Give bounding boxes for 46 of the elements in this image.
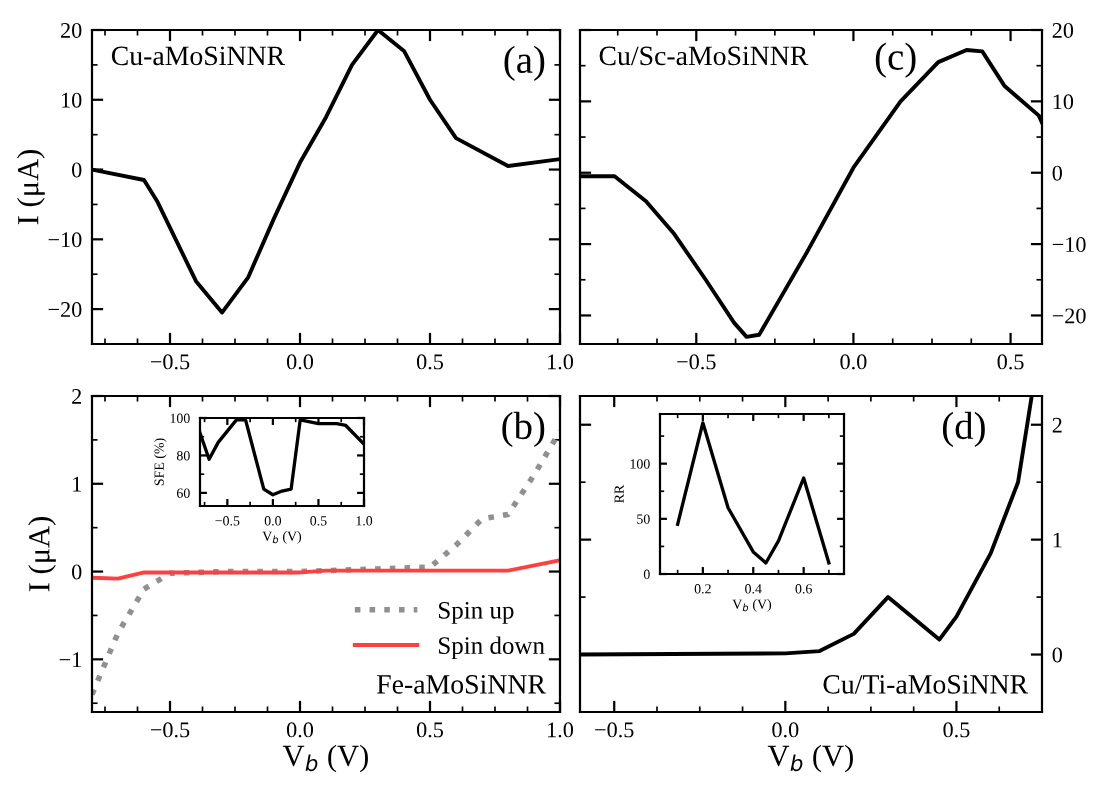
x-tick-label: 0.0 bbox=[840, 354, 867, 370]
x-tick-label: 0.0 bbox=[772, 722, 799, 738]
y-tick-label: 10 bbox=[1053, 94, 1074, 110]
x-tick-label: 0.5 bbox=[997, 354, 1024, 370]
y-tick-label: 0 bbox=[1052, 165, 1062, 181]
y-tick-label: −10 bbox=[1052, 237, 1086, 253]
x-axis-title: V$_{b}$ (V) bbox=[767, 744, 853, 773]
x-tick-label: 0.5 bbox=[416, 722, 444, 738]
y-tick-label: 20 bbox=[61, 22, 82, 38]
y-tick-label: −20 bbox=[48, 302, 82, 318]
x-tick-label: 0.0 bbox=[286, 722, 314, 738]
x-tick-label: 0.0 bbox=[286, 354, 314, 370]
annotation: Cu/Sc-aMoSiNNR bbox=[599, 46, 809, 66]
y-tick-label: −20 bbox=[1052, 308, 1086, 324]
y-tick-label: 1 bbox=[73, 476, 81, 492]
y-tick-label: 20 bbox=[1052, 22, 1074, 38]
x-tick-label: −0.5 bbox=[150, 722, 190, 738]
y-tick-label: 0 bbox=[72, 564, 82, 580]
x-axis-title: V$_{b}$ (V) bbox=[282, 744, 368, 773]
y-tick-label: −10 bbox=[48, 232, 82, 248]
x-tick-label: 0.5 bbox=[943, 722, 970, 738]
x-tick-label: 1.0 bbox=[548, 354, 574, 370]
x-tick-label: 0.5 bbox=[416, 354, 444, 370]
y-axis-title: I (μA) bbox=[17, 150, 45, 225]
annotation: (a) bbox=[504, 45, 545, 81]
annotation: Cu/Ti-aMoSiNNR bbox=[823, 675, 1029, 694]
y-tick-label: −1 bbox=[59, 652, 81, 668]
y-tick-label: 10 bbox=[62, 92, 82, 108]
annotation: (b) bbox=[502, 411, 545, 448]
y-tick-label: 2 bbox=[1052, 417, 1062, 433]
annotation: Fe-aMoSiNNR bbox=[377, 675, 546, 694]
y-tick-label: 1 bbox=[1053, 532, 1062, 548]
y-axis-title: I (μA) bbox=[28, 517, 56, 592]
x-tick-label: −0.5 bbox=[150, 354, 190, 370]
y-tick-label: 2 bbox=[72, 388, 82, 404]
legend-label: Spin down bbox=[439, 636, 545, 660]
annotation: (d) bbox=[942, 411, 985, 448]
y-tick-label: 0 bbox=[1052, 647, 1062, 663]
x-tick-label: −0.5 bbox=[595, 722, 634, 738]
x-tick-label: 1.0 bbox=[548, 722, 574, 738]
y-tick-label: 0 bbox=[72, 162, 82, 178]
legend-label: Spin up bbox=[439, 601, 514, 624]
line-series bbox=[92, 558, 560, 581]
annotation: (c) bbox=[875, 42, 916, 78]
annotation: Cu-aMoSiNNR bbox=[111, 46, 286, 66]
x-tick-label: −0.5 bbox=[677, 354, 716, 370]
